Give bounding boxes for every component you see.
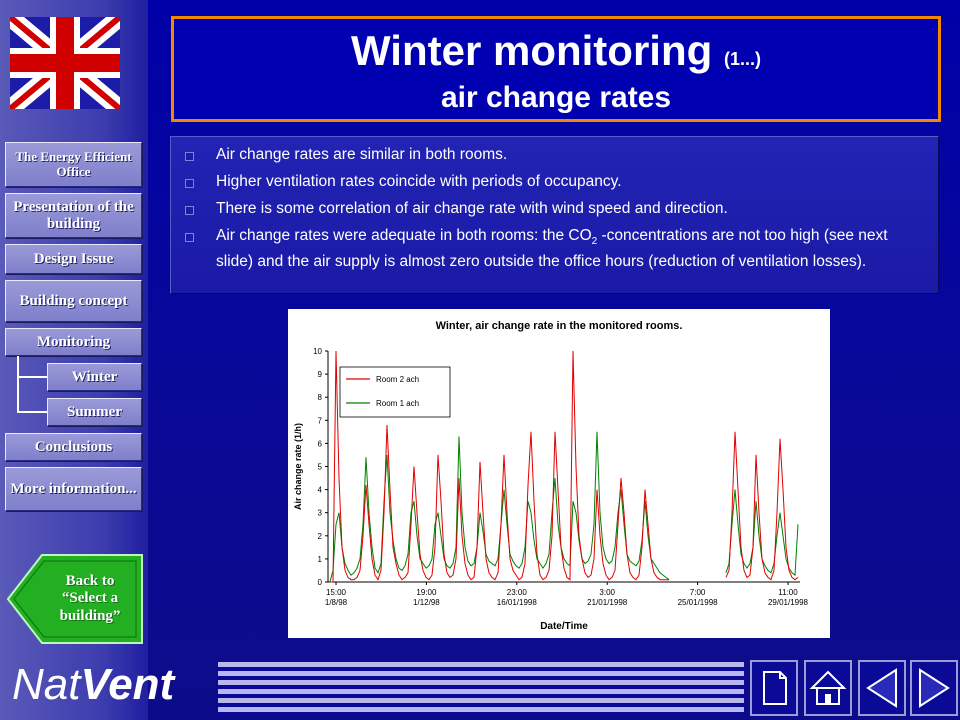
y-tick-label: 3 bbox=[318, 509, 323, 518]
brand-logo: NatVent bbox=[12, 660, 174, 710]
back-button-label[interactable]: Back to “Select a building” bbox=[59, 573, 121, 624]
nav-building-concept-label: Building concept bbox=[19, 292, 128, 309]
nav-summer[interactable]: Summer bbox=[47, 398, 142, 426]
series-room2-line bbox=[330, 350, 799, 583]
y-tick-label: 9 bbox=[318, 370, 323, 379]
bullet-item: Higher ventilation rates coincide with p… bbox=[185, 172, 908, 192]
bullet-item: Air change rates are similar in both roo… bbox=[185, 145, 908, 165]
bullet-item: There is some correlation of air change … bbox=[185, 199, 908, 219]
page-title-text: Winter monitoring bbox=[351, 27, 713, 74]
tree-connector bbox=[17, 411, 47, 413]
bullet-text: Air change rates are similar in both roo… bbox=[216, 146, 508, 163]
x-tick-label: 1/12/98 bbox=[413, 598, 440, 607]
y-tick-label: 2 bbox=[318, 532, 323, 541]
y-tick-label: 10 bbox=[313, 347, 322, 356]
x-tick-label: 19:00 bbox=[416, 588, 437, 597]
x-tick-label: 23:00 bbox=[507, 588, 528, 597]
next-icon bbox=[919, 668, 950, 708]
legend-label: Room 1 ach bbox=[376, 399, 419, 408]
y-axis-label: Air change rate (1/h) bbox=[293, 423, 303, 510]
x-tick-label: 11:00 bbox=[778, 588, 798, 597]
brand-vent: Vent bbox=[80, 660, 175, 709]
bullet-item: Air change rates were adequate in both r… bbox=[185, 226, 908, 272]
nav-design-issue[interactable]: Design Issue bbox=[5, 244, 142, 274]
previous-icon bbox=[866, 668, 897, 708]
x-axis-label: Date/Time bbox=[540, 621, 588, 632]
x-tick-label: 15:00 bbox=[326, 588, 347, 597]
y-tick-label: 5 bbox=[318, 463, 323, 472]
bullet-square-icon bbox=[185, 179, 194, 188]
bullet-text: There is some correlation of air change … bbox=[216, 200, 728, 217]
x-tick-label: 16/01/1998 bbox=[497, 598, 538, 607]
nav-winter-label: Winter bbox=[71, 368, 118, 385]
x-tick-label: 1/8/98 bbox=[325, 598, 348, 607]
nav-monitoring[interactable]: Monitoring bbox=[5, 328, 142, 356]
nav-winter[interactable]: Winter bbox=[47, 363, 142, 391]
bullet-text-part: Air change rates were adequate in both r… bbox=[216, 227, 592, 244]
series-room1-line bbox=[329, 431, 799, 583]
tree-connector bbox=[17, 376, 47, 378]
next-button[interactable] bbox=[910, 660, 958, 716]
previous-button[interactable] bbox=[858, 660, 906, 716]
y-tick-label: 0 bbox=[318, 578, 323, 587]
home-button[interactable] bbox=[804, 660, 852, 716]
nav-summer-label: Summer bbox=[67, 403, 122, 420]
nav-monitoring-label: Monitoring bbox=[36, 333, 111, 350]
y-tick-label: 8 bbox=[318, 393, 323, 402]
y-tick-label: 7 bbox=[318, 416, 323, 425]
nav-conclusions-label: Conclusions bbox=[34, 438, 113, 455]
x-tick-label: 7:00 bbox=[690, 588, 706, 597]
nav-energy-efficient-office[interactable]: The Energy Efficient Office bbox=[5, 142, 142, 187]
x-tick-label: 21/01/1998 bbox=[587, 598, 628, 607]
blank-page-button[interactable] bbox=[750, 660, 798, 716]
x-tick-label: 25/01/1998 bbox=[678, 598, 719, 607]
chart-title: Winter, air change rate in the monitored… bbox=[436, 320, 683, 332]
nav-energy-efficient-office-label: The Energy Efficient Office bbox=[15, 149, 132, 179]
title-box: Winter monitoring (1...) air change rate… bbox=[171, 16, 941, 122]
brand-nat: Nat bbox=[12, 660, 81, 709]
nav-design-issue-label: Design Issue bbox=[33, 250, 114, 267]
bullet-square-icon bbox=[185, 152, 194, 161]
bullet-text-part: -concentrations are not too high (see ne… bbox=[216, 227, 888, 271]
subscript-2: 2 bbox=[591, 236, 598, 248]
bullet-panel: Air change rates are similar in both roo… bbox=[170, 136, 939, 294]
blank-page-icon bbox=[763, 671, 787, 705]
nav-more-information[interactable]: More information... bbox=[5, 467, 142, 511]
nav-presentation-label: Presentation of the building bbox=[13, 199, 134, 232]
uk-flag-icon[interactable] bbox=[10, 17, 120, 109]
back-arrow-icon[interactable] bbox=[6, 553, 146, 645]
home-icon bbox=[809, 670, 847, 705]
y-tick-label: 4 bbox=[318, 486, 323, 495]
bullet-text: Air change rates were adequate in both r… bbox=[216, 226, 908, 272]
x-tick-label: 29/01/1998 bbox=[768, 598, 809, 607]
y-tick-label: 1 bbox=[318, 555, 323, 564]
tree-connector bbox=[17, 356, 19, 412]
bottom-stripes bbox=[218, 662, 744, 716]
nav-conclusions[interactable]: Conclusions bbox=[5, 433, 142, 461]
bullet-text: Higher ventilation rates coincide with p… bbox=[216, 173, 622, 190]
legend-label: Room 2 ach bbox=[376, 375, 419, 384]
bullet-square-icon bbox=[185, 206, 194, 215]
nav-building-concept[interactable]: Building concept bbox=[5, 280, 142, 322]
chart-container: Winter, air change rate in the monitored… bbox=[288, 309, 830, 638]
nav-presentation[interactable]: Presentation of the building bbox=[5, 193, 142, 238]
page-title: Winter monitoring (1...) bbox=[174, 27, 938, 75]
y-tick-label: 6 bbox=[318, 439, 323, 448]
legend-box bbox=[339, 366, 451, 418]
bullet-square-icon bbox=[185, 233, 194, 242]
nav-more-information-label: More information... bbox=[10, 480, 137, 497]
air-change-chart: Winter, air change rate in the monitored… bbox=[293, 320, 809, 632]
x-tick-label: 3:00 bbox=[599, 588, 615, 597]
page-subtitle: air change rates bbox=[440, 81, 672, 114]
page-title-part: (1...) bbox=[723, 49, 761, 69]
